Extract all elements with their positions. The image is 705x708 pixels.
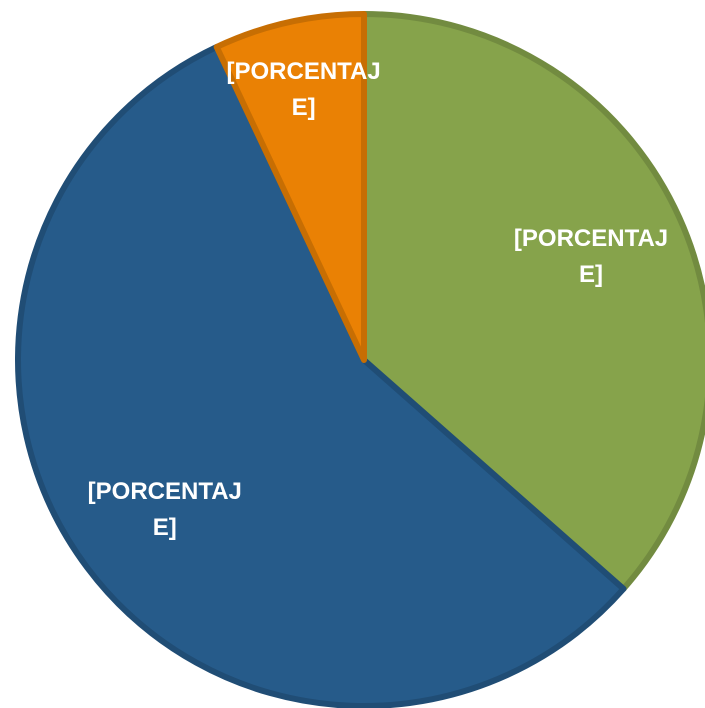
pie-slice [213,11,367,363]
pie-slice [15,43,627,708]
slice-label: [PORCENTAJE] [87,477,242,541]
slice-label: [PORCENTAJE] [226,57,381,121]
pie-slice [361,11,705,592]
slice-label: [PORCENTAJE] [513,225,669,289]
